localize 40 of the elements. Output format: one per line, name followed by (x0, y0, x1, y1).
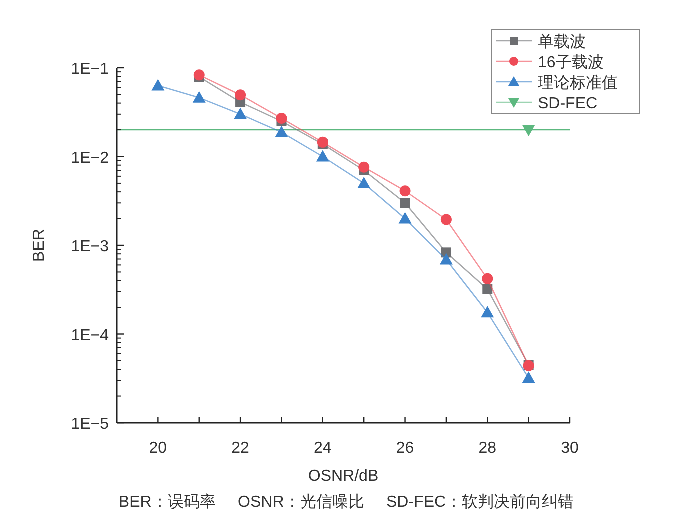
point (316, 150, 330, 162)
y-tick-label: 1E−2 (71, 150, 110, 167)
point (194, 70, 205, 81)
point (398, 212, 412, 224)
point (152, 79, 165, 91)
point (522, 372, 536, 384)
legend-label: 理论标准值 (538, 74, 618, 92)
point (522, 125, 536, 137)
point (358, 176, 371, 188)
point (440, 214, 452, 226)
x-tick-label: 22 (232, 440, 250, 457)
point (235, 90, 246, 101)
text: BER：误码率 OSNR：光信噪比 SD-FEC：软判决前向纠错 (118, 493, 574, 511)
point (481, 306, 494, 318)
point (482, 273, 494, 284)
point (192, 91, 206, 103)
point (441, 248, 452, 258)
x-axis-title: OSNR/dB (308, 468, 379, 485)
x-tick-label: 20 (149, 440, 168, 457)
point (275, 126, 288, 138)
legend-label: SD-FEC (538, 96, 598, 112)
y-tick-label: 1E−4 (71, 327, 110, 344)
x-tick-label: 24 (314, 440, 332, 457)
x-tick-label: 28 (478, 440, 497, 457)
point (400, 198, 410, 208)
point (482, 284, 493, 294)
x-tick-label: 26 (396, 440, 414, 457)
y-tick-label: 1E−5 (71, 416, 110, 433)
point (440, 253, 453, 265)
legend-label: 16子载波 (538, 54, 604, 72)
y-axis-title: BER (31, 229, 48, 262)
point (358, 162, 370, 173)
y-tick-label: 1E−3 (71, 238, 110, 256)
point (400, 186, 411, 197)
x-tick-label: 30 (561, 440, 579, 457)
y-tick-label: 1E−1 (71, 61, 110, 78)
legend-label: 单载波 (538, 33, 586, 51)
point (317, 136, 328, 148)
point (276, 112, 288, 124)
point (234, 108, 248, 120)
